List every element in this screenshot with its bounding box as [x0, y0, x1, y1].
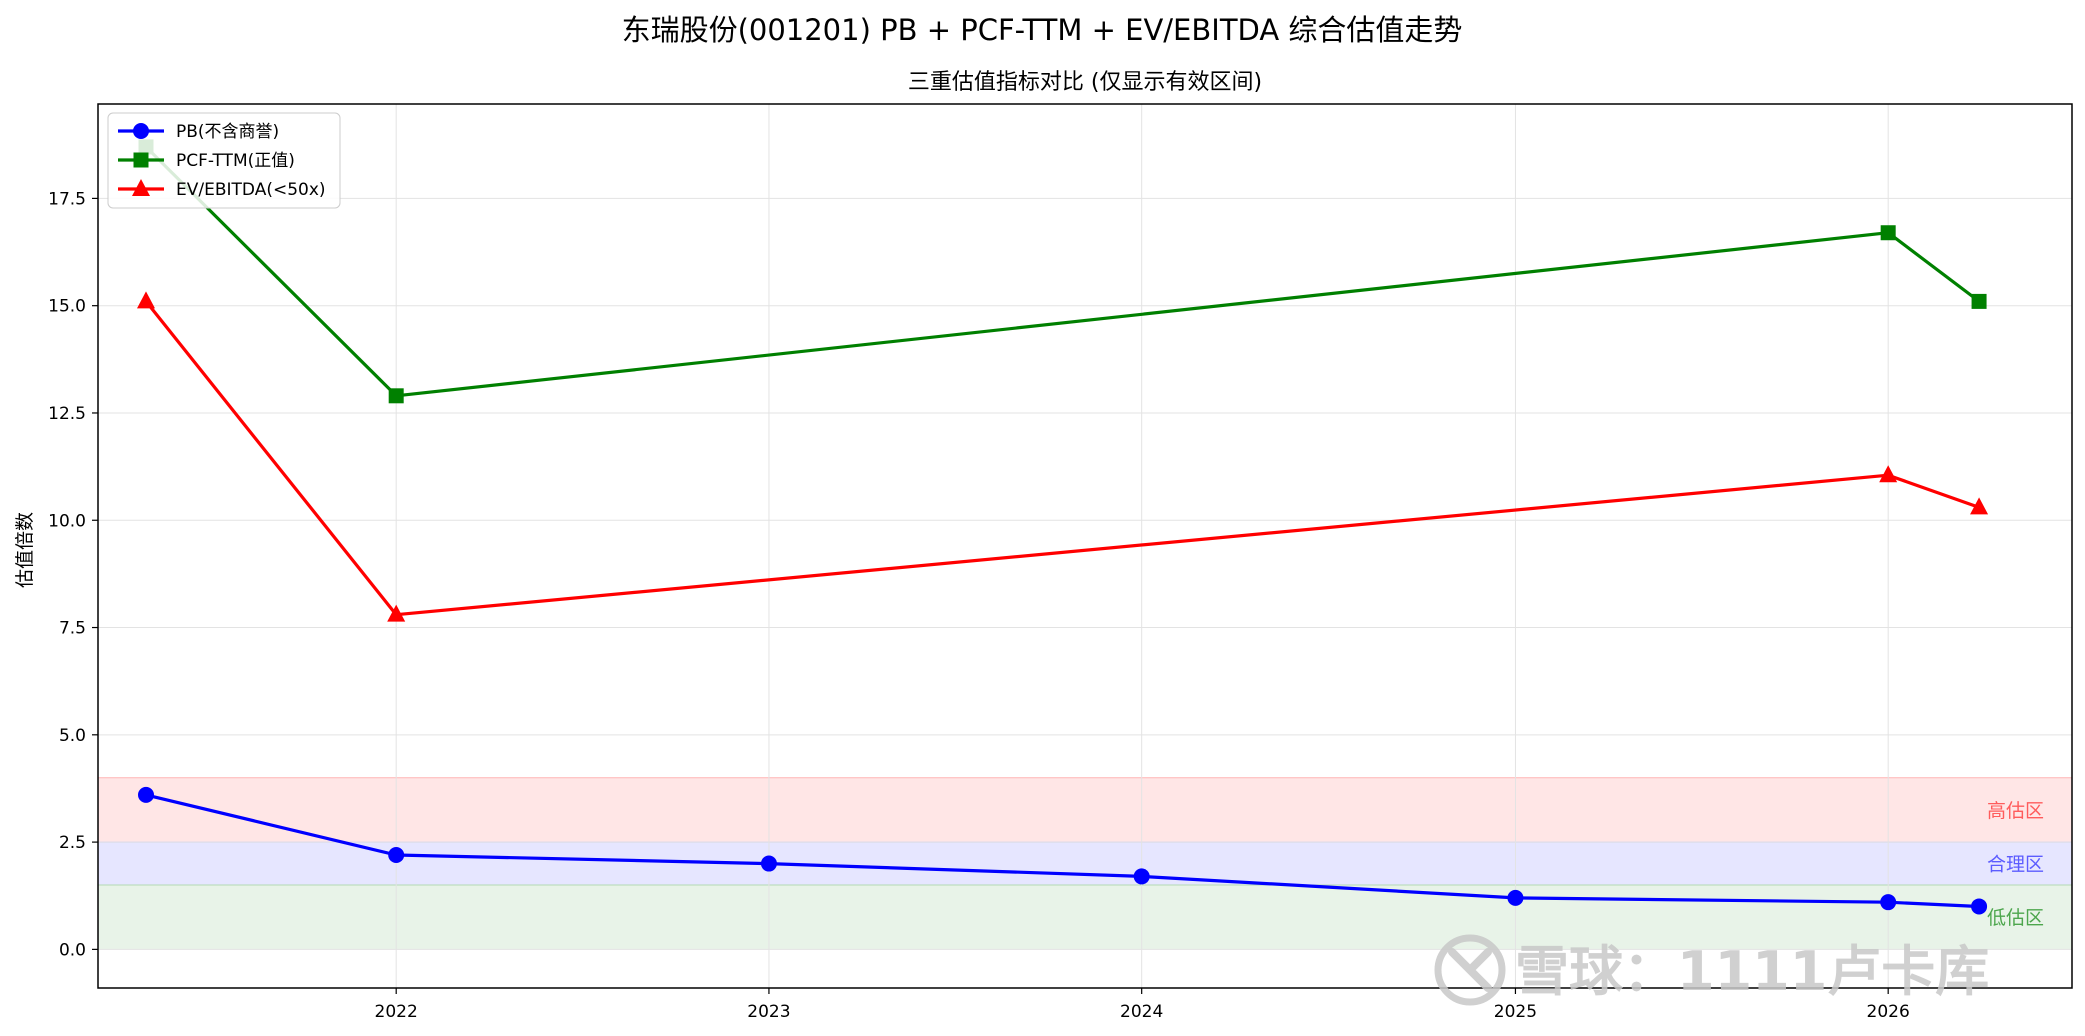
- data-point: [760, 855, 777, 872]
- axis-ticks: 0.0 2.5 5.0 7.5 10.0 12.5 15.0 17.5 2022 2023 2024…: [48, 189, 1910, 1022]
- series-2: [136, 291, 1989, 622]
- y-axis-label: 估值倍数: [14, 512, 36, 588]
- legend-label: PB(不含商誉): [176, 122, 279, 142]
- band-1: [98, 842, 2072, 886]
- x-tick-label: 2024: [1120, 1002, 1163, 1022]
- band-0: [98, 777, 2072, 843]
- data-point: [136, 291, 155, 309]
- data-point: [1880, 894, 1897, 911]
- y-tick-label: 10.0: [48, 511, 86, 531]
- y-tick-label: 5.0: [59, 726, 86, 746]
- legend-marker: [133, 123, 149, 139]
- grid: [98, 104, 2072, 988]
- watermark: 雪球：1111卢卡库: [1434, 934, 1989, 1006]
- data-point: [1880, 225, 1896, 241]
- band-label: 合理区: [1987, 854, 2044, 876]
- data-point: [137, 786, 154, 803]
- data-point: [1879, 465, 1898, 483]
- watermark-text: 雪球：1111卢卡库: [1515, 940, 1989, 1003]
- y-tick-label: 2.5: [59, 833, 86, 853]
- data-point: [1507, 889, 1524, 906]
- y-tick-label: 12.5: [48, 404, 86, 424]
- data-point: [388, 388, 404, 404]
- data-point: [1971, 293, 1987, 309]
- data-point: [388, 846, 405, 863]
- band-2: [98, 885, 2072, 950]
- chart-subtitle: 三重估值指标对比 (仅显示有效区间): [908, 70, 1262, 95]
- series-1: [138, 139, 1987, 404]
- band-label: 低估区: [1987, 907, 2044, 929]
- legend-label: PCF-TTM(正值): [176, 151, 295, 171]
- y-tick-label: 17.5: [48, 189, 86, 209]
- x-tick-label: 2023: [747, 1002, 790, 1022]
- y-tick-label: 7.5: [59, 619, 86, 639]
- chart-title: 东瑞股份(001201) PB + PCF-TTM + EV/EBITDA 综合…: [622, 13, 1463, 47]
- data-point: [1133, 868, 1150, 885]
- legend-item: PB(不含商誉): [118, 122, 279, 142]
- legend-box: [107, 112, 341, 209]
- legend-item: EV/EBITDA(<50x): [118, 179, 326, 200]
- series-0: [137, 786, 1988, 915]
- legend-label: EV/EBITDA(<50x): [176, 180, 326, 200]
- plot-frame: [97, 103, 2073, 989]
- x-tick-label: 2026: [1867, 1002, 1910, 1022]
- series-line: [144, 145, 1981, 398]
- data-point: [1971, 898, 1988, 915]
- data-point: [1970, 497, 1989, 515]
- x-tick-label: 2022: [375, 1002, 418, 1022]
- legend: PB(不含商誉) PCF-TTM(正值) EV/EBITDA(<50x): [107, 112, 341, 209]
- series-line: [144, 300, 1980, 617]
- legend-marker: [133, 152, 149, 168]
- data-point: [387, 604, 406, 622]
- series-layer: [136, 139, 1989, 915]
- legend-marker: [132, 179, 150, 196]
- legend-item: PCF-TTM(正值): [118, 151, 295, 171]
- snowball-logo-icon: [1434, 934, 1506, 1006]
- y-tick-label: 0.0: [59, 940, 86, 960]
- band-label: 高估区: [1987, 800, 2044, 822]
- x-tick-label: 2025: [1494, 1002, 1537, 1022]
- y-tick-label: 15.0: [48, 297, 86, 317]
